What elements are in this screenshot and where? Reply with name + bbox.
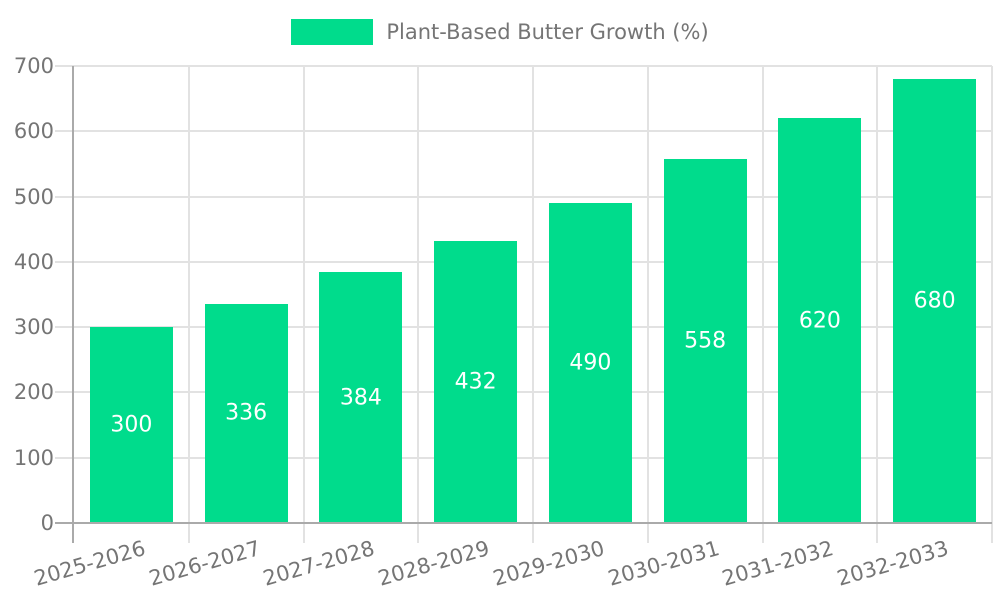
x-axis-tick-label: 2025-2026 [31,536,148,591]
y-axis-tick-label: 500 [13,184,54,209]
h-gridline [55,195,992,198]
v-gridline [532,66,534,543]
x-axis-tick-label: 2026-2027 [146,536,263,591]
bar-value-label: 432 [454,369,497,395]
y-axis-tick-label: 400 [13,249,54,274]
bar-value-label: 384 [339,385,382,411]
bar[interactable]: 300 [89,327,173,523]
bar[interactable]: 432 [434,240,518,523]
x-axis-tick-label: 2029-2030 [490,536,607,591]
legend-swatch [291,19,374,45]
y-axis-tick-label: 200 [13,380,54,405]
h-gridline [55,260,992,263]
bar[interactable]: 490 [548,203,632,523]
bar-value-label: 680 [913,288,956,314]
bar[interactable]: 336 [204,303,288,523]
y-axis-tick-label: 700 [13,54,54,78]
x-axis-tick-label: 2032-2033 [834,536,952,591]
v-gridline [302,66,305,543]
v-gridline [646,66,649,543]
h-gridline [55,326,992,329]
v-gridline [876,66,879,543]
y-axis-line [72,66,74,543]
bar[interactable]: 558 [663,158,747,523]
x-axis-tick-label: 2027-2028 [260,536,378,591]
bar-value-label: 300 [110,412,153,438]
y-axis-tick-label: 0 [40,511,54,535]
bar[interactable]: 680 [893,79,977,523]
h-gridline [55,456,992,459]
h-gridline [55,65,992,67]
v-gridline [417,66,420,543]
legend-label: Plant-Based Butter Growth (%) [386,20,709,44]
bar[interactable]: 620 [778,118,862,523]
v-gridline [991,66,993,543]
x-axis-tick-label: 2031-2032 [719,536,837,591]
x-axis-tick-label: 2030-2031 [605,536,722,591]
x-axis-tick-label: 2028-2029 [375,536,493,591]
bar-value-label: 558 [684,328,727,354]
h-gridline [55,130,992,133]
bar-value-label: 620 [798,308,841,334]
v-gridline [187,66,190,543]
bar-value-label: 336 [225,400,268,426]
legend[interactable]: Plant-Based Butter Growth (%) [0,19,1000,45]
y-axis-tick-label: 100 [13,445,54,470]
bar-value-label: 490 [569,350,612,376]
x-axis-line [55,522,992,524]
v-gridline [761,66,764,543]
y-axis-tick-label: 600 [13,119,54,144]
bar[interactable]: 384 [319,272,403,523]
y-axis-tick-label: 300 [13,315,54,340]
h-gridline [55,391,992,394]
